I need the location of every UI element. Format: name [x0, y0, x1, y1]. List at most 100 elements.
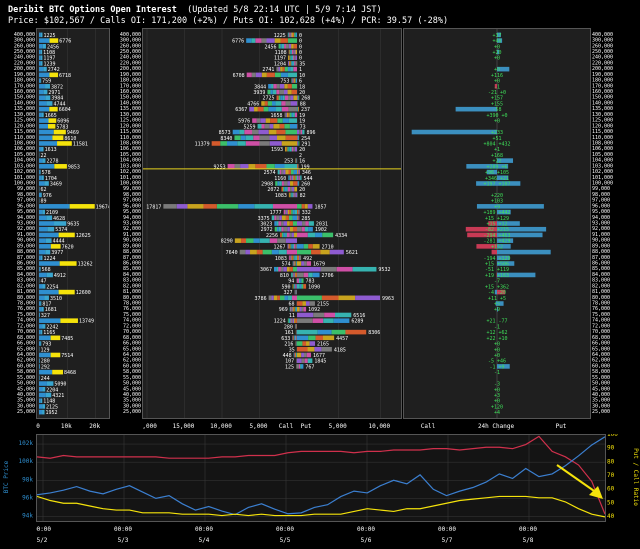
call-value-label: 8340 — [220, 136, 232, 142]
call-bar-segment — [278, 95, 281, 101]
pcr-tick-label: 60 — [607, 486, 615, 493]
put-bar-segment — [297, 266, 321, 272]
oi-bar-call — [42, 158, 46, 163]
strike-tick-label: 102,000 — [120, 169, 141, 175]
change-value-label: -1 — [494, 84, 500, 90]
strike-tick-label: 40,000 — [123, 392, 141, 398]
put-bar-segment — [299, 255, 302, 261]
call-bar-segment — [283, 221, 288, 226]
oi-bar-put — [39, 324, 43, 329]
put-bar-segment — [308, 335, 316, 341]
put-bar-segment — [317, 329, 332, 335]
call-bar-segment — [286, 186, 288, 192]
put-bar-segment — [311, 249, 321, 255]
call-bar-segment — [250, 249, 257, 255]
put-value-label: 254 — [301, 136, 310, 142]
call-bar-segment — [276, 66, 279, 72]
call-bar-segment — [287, 295, 292, 301]
call-bar-segment — [294, 112, 297, 118]
date-tick-label: 5/5 — [280, 537, 291, 544]
call-bar-segment — [294, 255, 296, 261]
call-value-label: 4766 — [247, 101, 259, 107]
x-tick-label: 24h Change — [478, 423, 515, 430]
put-bar-segment — [297, 301, 303, 306]
change-value-label: +116 — [491, 73, 503, 79]
put-value-label: 5621 — [346, 250, 358, 256]
x-tick-label: 5,000 — [249, 423, 267, 430]
call-bar-segment — [277, 118, 283, 123]
put-bar-segment — [298, 175, 300, 181]
strike-tick-label: 400,000 — [14, 32, 35, 38]
oi-bar-call — [60, 318, 78, 323]
change-value-label: -1 — [494, 324, 500, 330]
put-value-label: 2710 — [322, 244, 334, 250]
call-bar-segment — [279, 181, 282, 186]
change-value-label: +220 — [491, 193, 503, 199]
strike-tick-label: 62,000 — [592, 358, 610, 364]
strike-tick-label: 115,000 — [120, 129, 141, 135]
put-bar-segment — [305, 301, 310, 306]
strike-tick-label: 72,000 — [123, 323, 141, 329]
oi-value-label: 1224 — [43, 256, 55, 262]
put-change-bar — [497, 209, 511, 215]
strike-tick-label: 68,000 — [592, 335, 610, 341]
call-bar-segment — [290, 32, 292, 38]
strike-tick-label: 84,000 — [17, 272, 35, 278]
call-bar-segment — [274, 221, 277, 226]
call-bar-segment — [292, 226, 297, 232]
call-bar-segment — [258, 129, 269, 135]
strike-tick-label: 65,000 — [17, 346, 35, 352]
oi-bar-put — [39, 312, 40, 318]
call-bar-segment — [293, 146, 295, 152]
call-value-label: 1083 — [275, 193, 287, 199]
change-value-label: -194 +129 — [483, 256, 510, 262]
call-value-label: 2072 — [267, 187, 279, 193]
call-value-label: 9253 — [214, 164, 226, 170]
call-value-label: 2725 — [263, 96, 275, 102]
strike-tick-label: 78,000 — [592, 301, 610, 307]
strike-tick-label: 103,000 — [120, 163, 141, 169]
call-change-bar — [411, 129, 497, 135]
call-bar-segment — [261, 124, 265, 129]
oi-bar-call — [46, 381, 54, 386]
oi-bar-put — [39, 238, 46, 243]
call-bar-segment — [293, 78, 295, 83]
put-bar-segment — [297, 169, 299, 175]
price-tick-label: 96k — [22, 494, 33, 501]
oi-value-label: 244 — [41, 376, 50, 382]
call-bar-segment — [282, 95, 285, 101]
call-bar-segment — [279, 215, 282, 221]
call-value-label: 1658 — [271, 113, 283, 119]
oi-value-label: 280 — [41, 359, 50, 365]
call-bar-segment — [289, 255, 291, 261]
put-bar-segment — [297, 346, 308, 352]
oi-value-label: 6718 — [59, 73, 71, 79]
price-tick-label: 102k — [19, 440, 34, 447]
strike-tick-label: 106,000 — [592, 146, 613, 152]
strike-tick-label: 190,000 — [14, 72, 35, 78]
oi-value-label: 7620 — [62, 244, 74, 250]
strike-tick-label: 110,000 — [14, 135, 35, 141]
call-bar-segment — [284, 124, 290, 129]
call-bar-segment — [291, 44, 294, 49]
call-bar-segment — [292, 244, 294, 249]
strike-tick-label: 80,000 — [123, 295, 141, 301]
red-series-line — [36, 435, 606, 515]
call-bar-segment — [285, 129, 297, 135]
put-bar-segment — [306, 341, 310, 346]
date-tick-label: 5/7 — [442, 537, 453, 544]
put-bar-segment — [297, 95, 298, 101]
put-value-label: 1679 — [313, 262, 325, 268]
call-bar-segment — [288, 146, 290, 152]
call-bar-segment — [290, 61, 292, 66]
oi-value-label: 62 — [41, 187, 47, 193]
put-change-bar — [497, 306, 499, 312]
change-value-label: +51 — [492, 136, 501, 142]
call-bar-segment — [294, 175, 296, 181]
put-value-label: 332 — [302, 210, 311, 216]
put-value-label: 1902 — [315, 227, 327, 233]
strike-tick-label: 101,000 — [120, 175, 141, 181]
strike-tick-label: 220,000 — [592, 60, 613, 66]
oi-bar-put — [39, 72, 50, 78]
call-bar-segment — [281, 215, 286, 221]
